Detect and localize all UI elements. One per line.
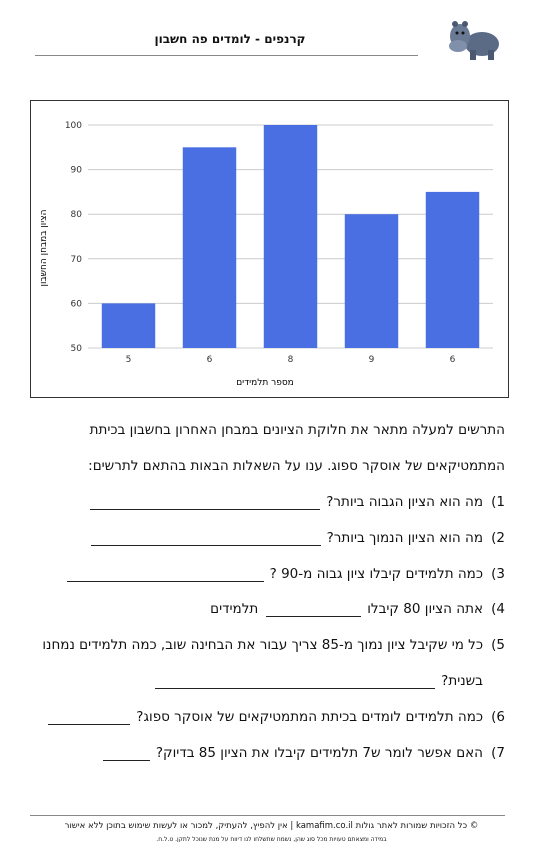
- question-text: אתה הציון 80 קיבלו: [367, 601, 483, 617]
- x-tick-label: 9: [369, 355, 375, 365]
- answer-blank[interactable]: [155, 674, 436, 689]
- question-text: האם אפשר לומר ש7 תלמידים קיבלו את הציון …: [155, 745, 483, 761]
- bar: [101, 303, 156, 348]
- x-tick-label: 6: [207, 355, 213, 365]
- footer-rule: [30, 815, 505, 816]
- question: 7) האם אפשר לומר ש7 תלמידים קיבלו את הציו…: [102, 745, 505, 761]
- answer-blank[interactable]: [66, 567, 264, 582]
- y-tick-label: 90: [71, 166, 83, 176]
- y-axis-label: הציון במבחן החשבון: [39, 209, 49, 286]
- question: 3) כמה תלמידים קיבלו ציון גבוה מ-90 ?: [66, 566, 505, 582]
- question-number: 1): [491, 494, 505, 510]
- answer-blank[interactable]: [266, 602, 362, 617]
- question-number: 4): [491, 601, 505, 617]
- answer-blank[interactable]: [90, 531, 321, 546]
- x-tick-label: 6: [450, 355, 456, 365]
- question-number: 3): [491, 566, 505, 582]
- question-text: כמה תלמידים לומדים בכיתת המתמטיקאים של א…: [136, 709, 483, 725]
- question: 5) כל מי שקיבל ציון נמוך מ-85 צריך עבור א…: [42, 637, 505, 653]
- question-number: 5): [491, 637, 505, 653]
- chart: הציון במבחן החשבון מספר תלמידים 50 60 70 80…: [30, 100, 509, 398]
- y-tick-label: 80: [71, 210, 83, 220]
- question: 4) אתה הציון 80 קיבלו תלמידים: [210, 601, 505, 617]
- question-number: 6): [491, 709, 505, 725]
- bar: [263, 125, 318, 348]
- question-text: תלמידים: [210, 601, 259, 617]
- question: 2) מה הוא הציון הנמוך ביותר?: [90, 530, 505, 546]
- question: 6) כמה תלמידים לומדים בכיתת המתמטיקאים של…: [48, 709, 505, 725]
- question-text: כמה תלמידים קיבלו ציון גבוה מ-90 ?: [269, 566, 483, 582]
- y-tick-label: 70: [71, 255, 83, 265]
- header-rule: [35, 55, 418, 56]
- question-number: 7): [491, 745, 505, 761]
- x-axis-label: מספר תלמידים: [236, 378, 294, 388]
- bar: [344, 214, 399, 348]
- x-tick-label: 5: [126, 355, 132, 365]
- footer-note: במידה ומצאתם טעויות מכל סוג שהן, נשמח שת…: [156, 836, 387, 843]
- question-text: בשנית?: [441, 673, 483, 689]
- question-text: מה הוא הציון הגבוה ביותר?: [326, 494, 483, 510]
- question-text: מה הוא הציון הנמוך ביותר?: [326, 530, 483, 546]
- question: 1) מה הוא הציון הגבוה ביותר?: [90, 494, 505, 510]
- question: בשנית?: [155, 673, 505, 689]
- header-title: קרנפים - לומדים פה חשבון: [154, 32, 306, 46]
- answer-blank[interactable]: [90, 495, 321, 510]
- question-text: כל מי שקיבל ציון נמוך מ-85 צריך עבור את …: [42, 637, 483, 653]
- intro-line: התרשים למעלה מתאר את חלוקת הציונים במבחן…: [89, 422, 505, 438]
- intro-line: המתמטיקאים של אוסקר ספוג. ענו על השאלות …: [88, 458, 505, 474]
- footer-copyright: © כל הזכויות שמורות לאתר גולות kamafim.c…: [64, 821, 479, 831]
- bar: [182, 147, 237, 348]
- x-tick-label: 8: [288, 355, 294, 365]
- bar: [425, 191, 480, 348]
- y-tick-label: 100: [65, 121, 82, 131]
- question-number: 2): [491, 530, 505, 546]
- answer-blank[interactable]: [102, 746, 150, 761]
- y-tick-label: 50: [71, 344, 83, 354]
- hippo-icon: [449, 21, 499, 60]
- answer-blank[interactable]: [48, 710, 131, 725]
- y-tick-label: 60: [71, 299, 83, 309]
